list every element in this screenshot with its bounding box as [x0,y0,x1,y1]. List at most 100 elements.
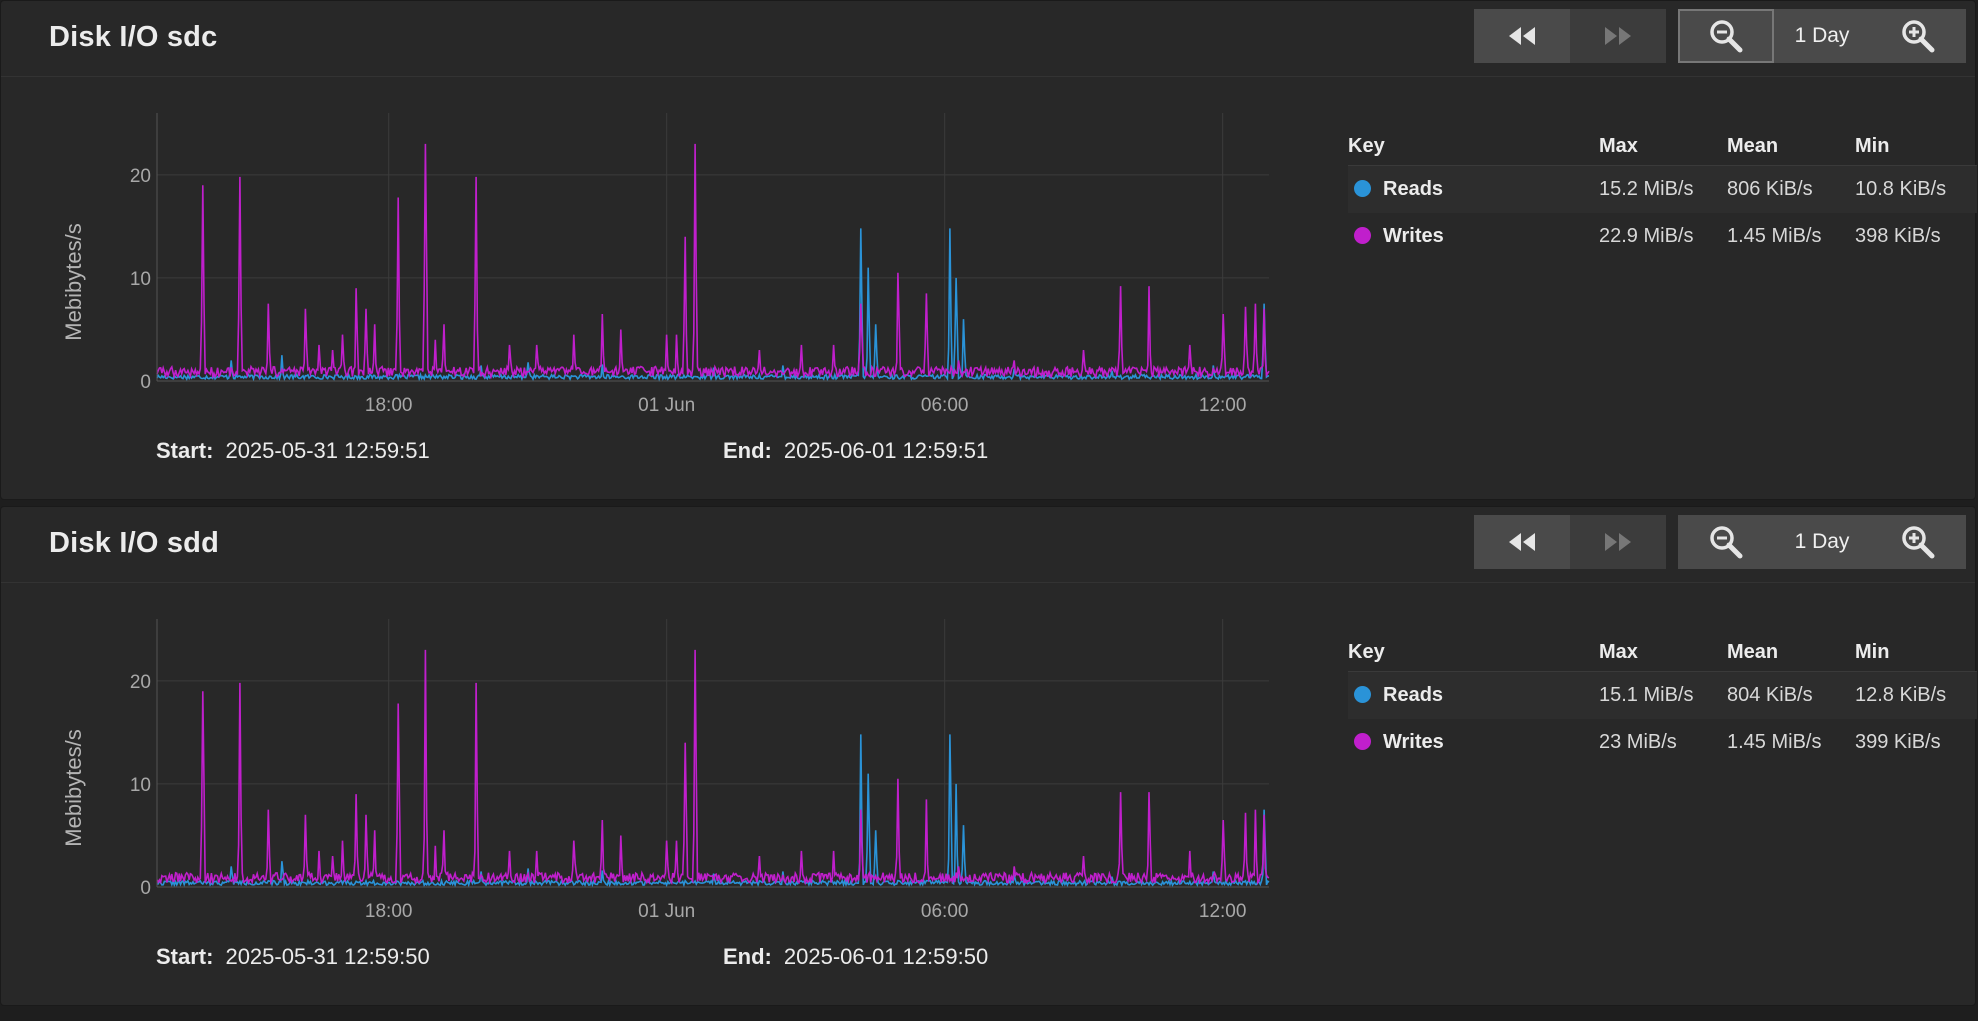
time-nav-group [1474,9,1666,63]
zoom-group: 1 Day [1678,515,1966,569]
writes-dot-icon [1354,733,1371,750]
chart-legend: Key Max Mean Min Reads 15.1 MiB/s 804 Ki… [1348,633,1977,766]
legend-row-reads: Reads 15.1 MiB/s 804 KiB/s 12.8 KiB/s [1348,671,1977,719]
zoom-range-label: 1 Day [1774,515,1870,569]
chart-grid [157,619,1269,888]
zoom-out-button[interactable] [1678,9,1774,63]
zoom-range-label: 1 Day [1774,9,1870,63]
zoom-group: 1 Day [1678,9,1966,63]
legend-max: 15.1 MiB/s [1599,671,1727,719]
start-label: Start: [156,438,214,463]
legend-key: Writes [1348,719,1599,766]
step-forward-button[interactable] [1570,515,1666,569]
legend-mean: 806 KiB/s [1727,165,1855,213]
rewind-icon [1509,27,1535,45]
start-value: 2025-05-31 12:59:51 [225,438,430,463]
legend-table: Key Max Mean Min Reads 15.2 MiB/s 806 Ki… [1348,127,1977,260]
y-tick-label: 20 [130,672,151,693]
legend-key-label: Writes [1383,225,1444,247]
chart-series [156,143,1270,383]
start-time: Start: 2025-05-31 12:59:50 [156,944,430,970]
legend-key-label: Reads [1383,684,1444,706]
disk-io-panel: Disk I/O sdc [0,0,1977,500]
legend-header-row: Key Max Mean Min [1348,127,1977,166]
time-nav-group [1474,515,1666,569]
legend-max: 15.2 MiB/s [1599,165,1727,213]
zoom-in-icon [1902,20,1935,53]
legend-header-min: Min [1855,127,1977,166]
zoom-in-button[interactable] [1870,9,1966,63]
chart-grid [157,113,1269,382]
legend-min: 10.8 KiB/s [1855,165,1977,213]
legend-min: 398 KiB/s [1855,225,1941,247]
end-time: End: 2025-06-01 12:59:51 [723,438,988,464]
legend-key: Reads [1348,165,1599,213]
end-label: End: [723,438,772,463]
y-tick-label: 10 [130,269,151,290]
step-back-button[interactable] [1474,9,1570,63]
series-line-reads [156,734,1270,888]
y-tick-label: 20 [130,166,151,187]
zoom-out-button[interactable] [1678,515,1774,569]
end-time: End: 2025-06-01 12:59:50 [723,944,988,970]
legend-row-writes: Writes 22.9 MiB/s 1.45 MiB/s 398 KiB/s [1348,213,1977,260]
legend-header-max: Max [1599,127,1727,166]
y-tick-label: 10 [130,775,151,796]
start-time: Start: 2025-05-31 12:59:51 [156,438,430,464]
zoom-in-button[interactable] [1870,515,1966,569]
step-back-button[interactable] [1474,515,1570,569]
legend-mean: 804 KiB/s [1727,671,1855,719]
rewind-icon [1509,533,1535,551]
writes-dot-icon [1354,227,1371,244]
x-tick-label: 18:00 [365,395,413,416]
legend-header-row: Key Max Mean Min [1348,633,1977,672]
start-label: Start: [156,944,214,969]
legend-row-reads: Reads 15.2 MiB/s 806 KiB/s 10.8 KiB/s [1348,165,1977,213]
legend-key: Writes [1348,213,1599,260]
panel-header: Disk I/O sdc [1,1,1975,77]
x-tick-label: 01 Jun [638,901,695,922]
legend-max: 23 MiB/s [1599,731,1677,753]
zoom-in-icon [1902,526,1935,559]
series-line-reads [156,228,1270,383]
legend-header-mean: Mean [1727,633,1855,672]
zoom-out-icon [1710,526,1743,559]
legend-mean: 1.45 MiB/s [1727,731,1822,753]
end-label: End: [723,944,772,969]
legend-max: 22.9 MiB/s [1599,225,1694,247]
legend-key-label: Reads [1383,178,1444,200]
chart-axes: 0 10 20 18:00 01 Jun 06:00 12:00 [130,113,1269,416]
panel-title: Disk I/O sdd [49,527,219,559]
series-line-writes [156,143,1270,380]
legend-header-max: Max [1599,633,1727,672]
zoom-out-icon [1710,20,1743,53]
y-tick-label: 0 [140,372,151,393]
chart-legend: Key Max Mean Min Reads 15.2 MiB/s 806 Ki… [1348,127,1977,260]
legend-key-label: Writes [1383,731,1444,753]
x-tick-label: 06:00 [921,901,969,922]
legend-mean: 1.45 MiB/s [1727,225,1822,247]
legend-row-writes: Writes 23 MiB/s 1.45 MiB/s 399 KiB/s [1348,719,1977,766]
x-tick-label: 06:00 [921,395,969,416]
disk-io-chart: 0 10 20 18:00 01 Jun 06:00 12:00 Mebibytes/s [61,619,1270,922]
disk-io-chart: 0 10 20 18:00 01 Jun 06:00 12:00 Mebibytes/s [61,113,1270,416]
disk-io-panel: Disk I/O sdd [0,506,1977,1006]
y-tick-label: 0 [140,878,151,899]
legend-key: Reads [1348,671,1599,719]
legend-header-key: Key [1348,633,1599,672]
x-tick-label: 18:00 [365,901,413,922]
end-value: 2025-06-01 12:59:50 [783,944,989,969]
fast-forward-icon [1605,533,1631,551]
step-forward-button[interactable] [1570,9,1666,63]
series-line-writes [156,649,1270,886]
legend-min: 399 KiB/s [1855,731,1941,753]
chart-series [156,649,1270,888]
y-axis-title: Mebibytes/s [61,729,86,846]
reads-dot-icon [1354,180,1371,197]
legend-header-key: Key [1348,127,1599,166]
end-value: 2025-06-01 12:59:51 [783,438,989,463]
legend-header-min: Min [1855,633,1977,672]
fast-forward-icon [1605,27,1631,45]
reads-dot-icon [1354,686,1371,703]
panel-header: Disk I/O sdd [1,507,1975,583]
